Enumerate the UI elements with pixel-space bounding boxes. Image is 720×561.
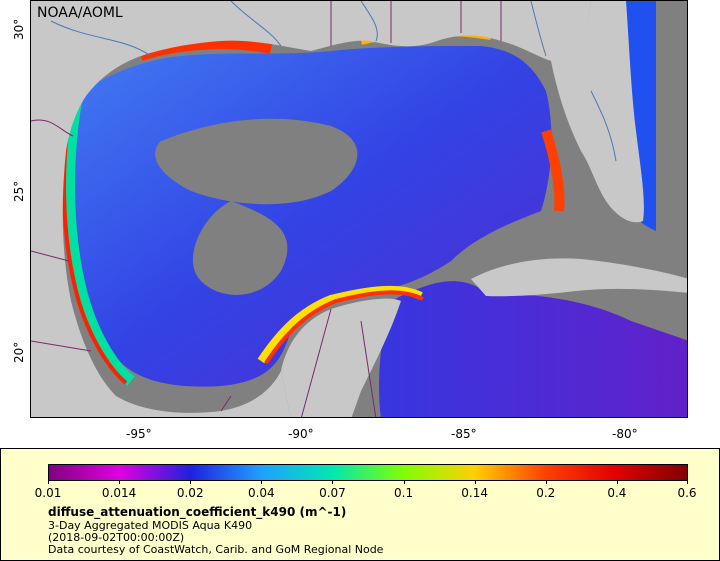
colorbar — [48, 464, 688, 481]
coastal-band-yucatan — [257, 285, 423, 364]
coastal-band-north — [139, 39, 272, 61]
legend-product: 3-Day Aggregated MODIS Aqua K490 — [48, 519, 253, 532]
coastal-band-florida — [541, 129, 565, 212]
land-us — [31, 1, 591, 151]
border-us-states — [330, 1, 502, 46]
lon-tick-95: -95° — [126, 427, 152, 441]
colorbar-tick-mark — [687, 480, 688, 484]
legend-variable: diffuse_attenuation_coefficient_k490 (m^… — [48, 505, 347, 519]
colorbar-tick-mark — [616, 480, 618, 484]
land-cuba — [471, 258, 687, 297]
map-credit: NOAA/AOML — [37, 5, 123, 21]
lon-tick-85: -85° — [451, 427, 477, 441]
ocean-color-map — [31, 1, 687, 417]
coastal-band-yucatan-inner — [264, 290, 424, 365]
colorbar-tick-label: 0.04 — [247, 486, 275, 500]
land-mexico — [31, 151, 291, 417]
colorbar-tick-label: 0.14 — [461, 486, 489, 500]
land-yucatan — [281, 298, 401, 417]
land-florida — [551, 1, 644, 223]
caribbean-water — [379, 281, 687, 417]
border-mexico-states — [31, 250, 377, 417]
colorbar-tick-mark — [261, 480, 263, 484]
lat-tick-25: 25° — [12, 180, 26, 202]
lon-tick-80: -80° — [612, 427, 638, 441]
nodata-bay — [192, 201, 288, 295]
colorbar-tick-label: 0.014 — [101, 486, 137, 500]
legend-source: Data courtesy of CoastWatch, Carib. and … — [48, 543, 384, 556]
map-panel[interactable]: NOAA/AOML — [30, 0, 688, 418]
colorbar-tick-label: 0.01 — [34, 486, 62, 500]
colorbar-tick-mark — [190, 480, 192, 484]
coastal-band-west — [63, 100, 135, 386]
lat-tick-30: 30° — [12, 18, 26, 40]
colorbar-tick-label: 0.07 — [319, 486, 346, 500]
colorbar-tick-label: 0.02 — [176, 486, 204, 500]
colorbar-tick-mark — [474, 480, 476, 484]
colorbar-tick-mark — [119, 480, 121, 484]
colorbar-tick-label: 0.1 — [394, 486, 414, 500]
colorbar-tick-label: 0.2 — [536, 486, 556, 500]
colorbar-tick-mark — [403, 480, 405, 484]
colorbar-tick-mark — [545, 480, 547, 484]
border-us-mexico — [31, 119, 74, 137]
colorbar-tick-label: 0.4 — [607, 486, 627, 500]
legend-date: (2018-09-02T00:00:00Z) — [48, 531, 185, 544]
nodata-central — [155, 118, 358, 205]
colorbar-tick-mark — [332, 480, 334, 484]
lon-tick-90: -90° — [288, 427, 314, 441]
colorbar-tick-mark — [48, 480, 49, 484]
lat-tick-20: 20° — [12, 341, 26, 363]
rivers — [50, 1, 617, 162]
gulf-water — [62, 46, 552, 387]
colorbar-tick-label: 0.6 — [677, 486, 697, 500]
